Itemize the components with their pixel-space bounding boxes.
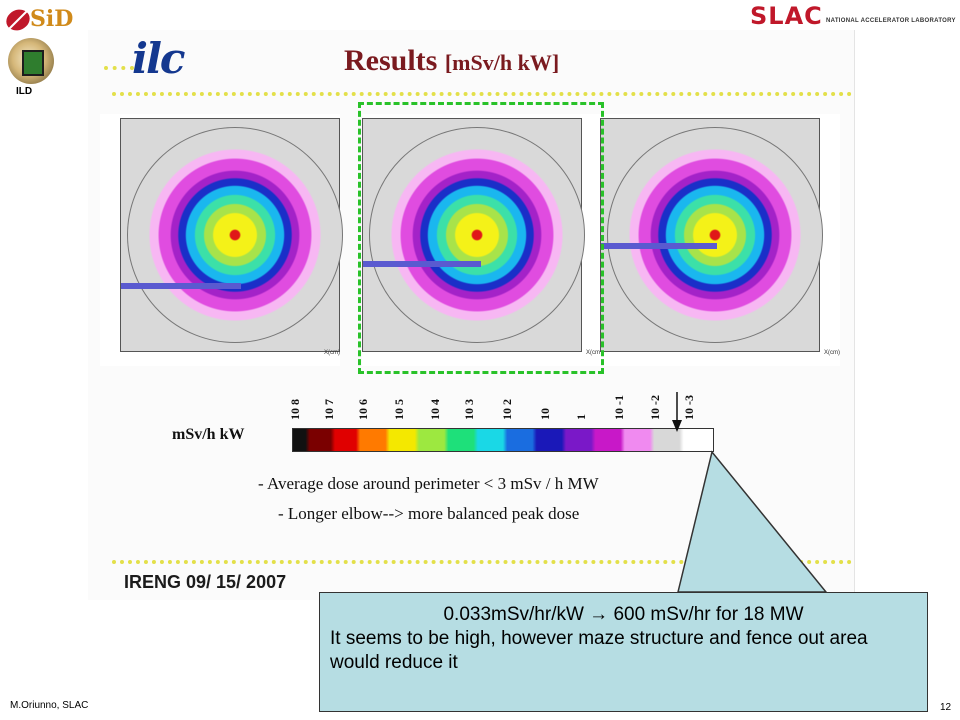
- colorbar-tick: 10 2: [500, 399, 514, 420]
- duct-channel: [363, 261, 481, 267]
- colorbar-tick: 10 4: [428, 399, 442, 420]
- dose-map-plot: [120, 118, 343, 352]
- colorbar: [292, 428, 714, 452]
- slide-title-unit: [mSv/h kW]: [444, 50, 560, 75]
- x-axis-label-text: X(cm): [324, 350, 340, 356]
- bullet-text: - Longer elbow--> more balanced peak dos…: [278, 504, 580, 523]
- ild-logo-detector-icon: [22, 50, 44, 76]
- colorbar-tick: 10 7: [322, 399, 336, 420]
- dose-map-panel-3: X(cm): [600, 114, 840, 366]
- duct-channel: [121, 283, 241, 289]
- callout-box: 0.033mSv/hr/kW → 600 mSv/hr for 18 MW It…: [319, 592, 928, 712]
- ilc-logo: ilc: [132, 34, 186, 83]
- slide-title: Results [mSv/h kW]: [344, 44, 559, 78]
- ild-label: ILD: [16, 86, 33, 97]
- colorbar-tick: 10: [538, 408, 552, 420]
- decorative-dots: [112, 560, 852, 564]
- x-axis-label-text: X(cm): [586, 350, 602, 356]
- down-arrow-icon: [672, 392, 682, 432]
- dose-map-panel-2: X(cm): [362, 114, 602, 366]
- colorbar-tick: 10 -2: [648, 395, 662, 420]
- bullet-text: - Average dose around perimeter < 3 mSv …: [258, 474, 599, 493]
- decorative-dots: [112, 92, 852, 96]
- callout-pointer: [677, 450, 828, 593]
- footer-author: M.Oriunno, SLAC: [10, 700, 89, 711]
- x-axis-label-text: X(cm): [824, 350, 840, 356]
- colorbar-tick: 10 -1: [612, 395, 626, 420]
- sid-logo: [5, 7, 31, 33]
- slac-logo: SLAC: [750, 2, 823, 30]
- x-axis-label: X(cm): [100, 350, 340, 362]
- callout-line-1: 0.033mSv/hr/kW → 600 mSv/hr for 18 MW: [443, 604, 804, 625]
- slide-title-text: Results: [344, 44, 438, 77]
- colorbar-tick: 10 6: [356, 399, 370, 420]
- x-axis-label: X(cm): [600, 350, 840, 362]
- dose-map-disc: [369, 127, 585, 343]
- page-number: 12: [940, 702, 952, 713]
- dose-map-disc: [607, 127, 823, 343]
- colorbar-tick: 10 -3: [682, 395, 696, 420]
- dose-map-disc: [127, 127, 343, 343]
- callout-line-2: It seems to be high, however maze struct…: [330, 628, 868, 673]
- dose-map-plot: [600, 118, 823, 352]
- decorative-dots: [104, 66, 134, 70]
- slac-logo-subtitle: NATIONAL ACCELERATOR LABORATORY: [826, 18, 956, 24]
- colorbar-tick: 10 3: [462, 399, 476, 420]
- dose-map-panel-1: X(cm): [100, 114, 343, 366]
- sid-logo-text: SiD: [30, 6, 74, 32]
- highlight-selection-box: [358, 102, 604, 374]
- colorbar-label: mSv/h kW: [172, 426, 245, 443]
- x-axis-label: X(cm): [362, 350, 602, 362]
- duct-channel: [601, 243, 717, 249]
- dose-map-plot: [362, 118, 585, 352]
- slide-footer-note: IRENG 09/ 15/ 2007: [124, 572, 287, 592]
- colorbar-tick: 10 5: [392, 399, 406, 420]
- colorbar-tick: 10 8: [288, 399, 302, 420]
- colorbar-tick: 1: [574, 414, 588, 420]
